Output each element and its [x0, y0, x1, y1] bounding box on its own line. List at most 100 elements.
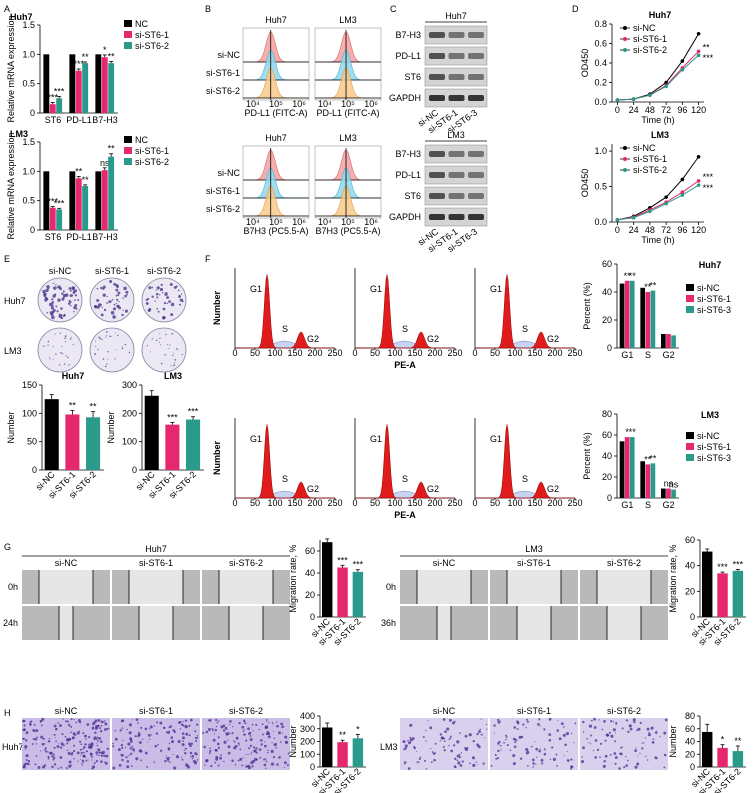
colony	[124, 309, 128, 313]
significance: ***	[353, 560, 364, 570]
cell	[95, 759, 99, 763]
flow-row-label: si-NC	[218, 50, 241, 60]
colony	[180, 293, 183, 295]
cell	[534, 740, 536, 743]
cell	[514, 741, 517, 744]
legend-label: si-ST6-3	[697, 305, 731, 315]
cell	[213, 733, 215, 735]
cell	[156, 721, 159, 724]
cell	[96, 736, 99, 739]
cell	[125, 756, 128, 759]
cell	[590, 743, 592, 745]
cell	[216, 742, 220, 746]
cell	[73, 744, 76, 747]
colony	[71, 286, 75, 290]
cell	[165, 755, 167, 757]
cell	[250, 751, 253, 753]
cc-g2	[284, 481, 334, 499]
cell	[514, 738, 517, 742]
cc-peak: S	[282, 324, 288, 334]
colony	[116, 284, 120, 288]
colony	[61, 352, 64, 355]
cell	[464, 746, 467, 750]
cell	[72, 732, 76, 736]
cell	[103, 721, 105, 723]
cell	[612, 721, 615, 723]
cc-g2	[284, 331, 334, 349]
y-tick-label: 0.4	[594, 58, 607, 68]
cell	[430, 748, 432, 750]
cell	[241, 764, 244, 767]
colony	[117, 291, 121, 295]
y-axis-label: Percent (%)	[582, 432, 592, 480]
cell	[564, 743, 567, 747]
colony	[51, 298, 54, 301]
wound-title: LM3	[525, 544, 543, 554]
cell	[52, 756, 56, 759]
cell	[644, 737, 647, 739]
cell	[41, 717, 45, 721]
colony	[116, 298, 119, 301]
cell	[552, 757, 556, 761]
flow-row-label: si-ST6-1	[206, 68, 240, 78]
cell	[34, 763, 37, 766]
colony	[69, 289, 72, 292]
cell	[278, 731, 281, 735]
cell	[172, 753, 174, 756]
y-tick-label: 50	[27, 437, 37, 447]
marker	[680, 177, 685, 182]
colony	[50, 306, 54, 310]
cell	[477, 745, 481, 749]
cell	[82, 754, 86, 758]
legend-marker	[623, 146, 627, 150]
cell	[85, 759, 88, 762]
y-axis-label: Number	[6, 411, 16, 443]
colony	[96, 299, 100, 302]
cell	[107, 727, 110, 730]
cell	[166, 730, 171, 734]
bar	[75, 178, 82, 230]
colony	[53, 286, 57, 290]
colony	[118, 300, 120, 303]
bar	[56, 209, 63, 230]
y-tick-label: 0.0	[594, 217, 607, 227]
colony	[48, 356, 50, 358]
y-tick-label: 300	[122, 380, 137, 390]
colony	[102, 285, 106, 289]
cell	[460, 752, 463, 754]
cell	[612, 728, 616, 732]
cell	[431, 751, 434, 753]
cell	[594, 739, 598, 742]
cell	[32, 737, 35, 741]
x-tick-label: 48	[645, 105, 655, 115]
cell	[480, 718, 482, 720]
cell	[281, 725, 285, 728]
cell	[182, 720, 184, 723]
cc-peak: G1	[370, 284, 382, 294]
bar	[186, 419, 201, 470]
chart-title: Huh7	[649, 10, 672, 20]
colony	[97, 349, 99, 351]
cell	[496, 757, 500, 760]
blot-protein: PD-L1	[395, 170, 421, 180]
significance: ***	[73, 59, 84, 69]
x-tick-label: 72	[661, 225, 671, 235]
cell	[184, 747, 187, 750]
cell	[168, 742, 171, 745]
bar	[56, 98, 63, 113]
colony	[156, 308, 159, 310]
flow-row-label: si-ST6-2	[206, 86, 240, 96]
cell	[97, 719, 101, 722]
chart-title: LM3	[701, 410, 719, 420]
colony	[95, 345, 97, 347]
bar	[75, 70, 82, 113]
blot-band	[448, 193, 465, 199]
cell	[241, 725, 245, 729]
colony	[100, 303, 102, 306]
chart-title: Huh7	[699, 260, 722, 270]
cell	[254, 757, 258, 761]
cell	[593, 726, 597, 729]
cell	[129, 747, 133, 750]
cell	[275, 742, 277, 744]
colony	[128, 351, 131, 354]
